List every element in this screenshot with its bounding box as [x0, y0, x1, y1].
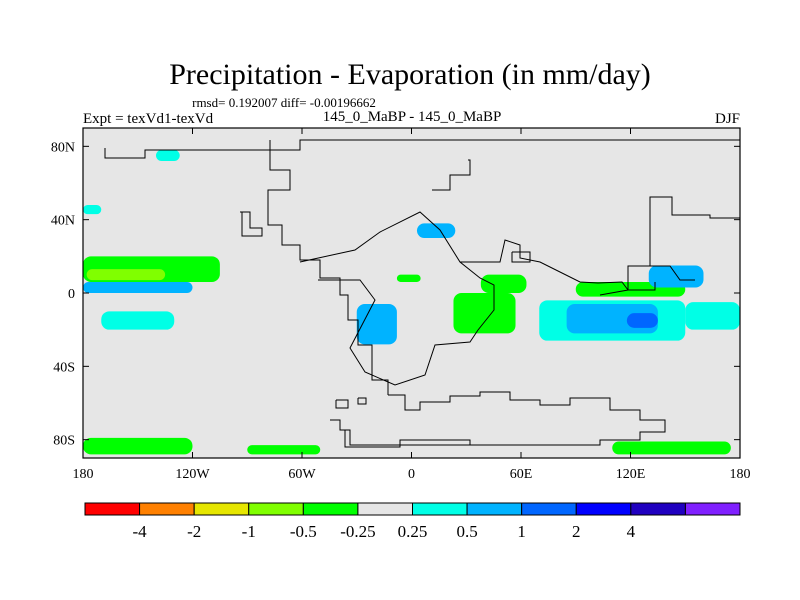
contour-region-equatorial-pacific-blue: [83, 282, 193, 293]
southern-islands-outline-2: [357, 397, 367, 405]
contour-region-southern-ocean-green: [83, 437, 193, 455]
colorbar-label: 0.5: [456, 522, 477, 541]
colorbar-swatch: [193, 502, 250, 516]
colorbar-label: -4: [132, 522, 147, 541]
contour-region-south-pacific-cyan: [101, 311, 175, 330]
colorbar-label: 4: [627, 522, 636, 541]
x-tick-label: 180: [730, 467, 751, 482]
x-tick-label: 120W: [175, 467, 210, 482]
contour-region-north-pacific-cyan: [83, 205, 102, 215]
contour-region-southern-east-green: [612, 441, 731, 455]
contour-region-africa-green: [453, 293, 516, 334]
colorbar-swatch: [466, 502, 523, 516]
colorbar-swatch: [684, 502, 741, 516]
greenland-outline: [240, 211, 263, 237]
plot-area: 180 120W 60W 0 60E 120E 180 80N 40N 0 40S 80S: [51, 127, 751, 482]
contour-region-west-pacific-blue: [648, 265, 704, 288]
colorbar-swatch: [630, 502, 686, 516]
asia-inland-outline: [432, 159, 471, 191]
colorbar-label: 1: [517, 522, 526, 541]
y-tick-label: 40S: [53, 360, 75, 375]
y-tick-label: 80N: [51, 140, 75, 155]
x-axis-ticks: 180 120W 60W 0 60E 120E 180: [73, 128, 751, 482]
colorbar-label: -2: [187, 522, 201, 541]
southern-islands-outline: [335, 399, 349, 409]
americas-coastline: [267, 140, 389, 395]
colorbar-swatch: [575, 502, 632, 516]
colorbar-swatch: [412, 502, 468, 516]
colorbar-swatch: [248, 502, 304, 516]
colorbar-swatch: [302, 502, 359, 516]
contour-fill-group: [83, 150, 740, 455]
chart-subtitle: rmsd= 0.192007 diff= -0.00196662: [192, 95, 376, 110]
colorbar-swatch: [357, 502, 413, 516]
contour-region-antarctic-green: [247, 445, 321, 455]
contour-region-central-asia-cyan: [416, 223, 456, 238]
x-tick-label: 60W: [288, 467, 316, 482]
contour-region-arctic-cyan: [156, 150, 180, 161]
pangea-east-outline: [460, 239, 629, 296]
x-tick-label: 120E: [616, 467, 646, 482]
y-tick-label: 0: [68, 287, 75, 302]
colorbar-swatch: [521, 502, 577, 516]
y-tick-label: 40N: [51, 214, 75, 229]
colorbar-label: 0.25: [398, 522, 428, 541]
northern-coastline: [104, 139, 741, 291]
contour-region-central-pacific-band: [86, 269, 166, 281]
colorbar-label: -0.5: [290, 522, 317, 541]
colorbar-swatch: [84, 502, 141, 516]
contour-region-africa-east-green: [480, 274, 527, 293]
y-axis-ticks: 80N 40N 0 40S 80S: [51, 140, 740, 449]
y-tick-label: 80S: [53, 434, 75, 449]
colorbar-swatch: [139, 502, 195, 516]
contour-region-indian-ocean-dark: [626, 313, 658, 328]
tethys-islands-outline: [511, 251, 531, 263]
pangea-central-outline: [299, 211, 495, 386]
colorbar-label: -0.25: [340, 522, 375, 541]
contour-region-south-america-cyan: [356, 304, 397, 345]
chart-title: Precipitation - Evaporation (in mm/day): [169, 58, 651, 91]
x-tick-label: 0: [408, 467, 415, 482]
coastline-group: [104, 139, 741, 448]
x-tick-label: 60E: [510, 467, 533, 482]
right-label: DJF: [715, 111, 740, 127]
east-asia-outline: [650, 265, 695, 281]
left-label: Expt = texVd1-texVd: [83, 111, 214, 127]
southern-coastline: [330, 391, 666, 446]
antarctic-outline: [344, 430, 548, 448]
colorbar: -4 -2 -1 -0.5 -0.25 0.25 0.5 1 2 4: [84, 502, 741, 541]
colorbar-label: 2: [572, 522, 581, 541]
center-label: 145_0_MaBP - 145_0_MaBP: [323, 109, 502, 125]
contour-region-south-pacific-east-cyan: [685, 302, 740, 330]
colorbar-label: -1: [242, 522, 256, 541]
contour-region-central-asia-green: [396, 274, 421, 282]
x-tick-label: 180: [73, 467, 94, 482]
